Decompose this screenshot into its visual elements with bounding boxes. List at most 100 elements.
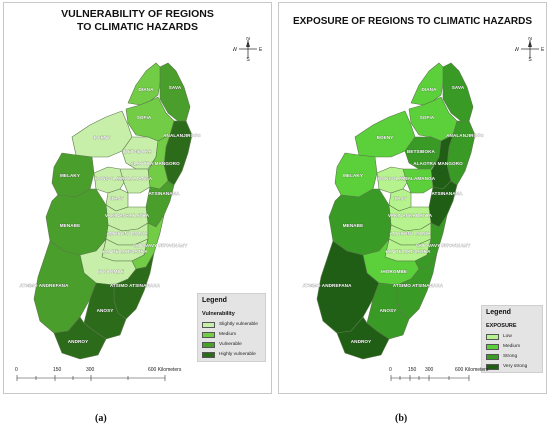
compass-s-label: S <box>528 57 532 61</box>
legend-item-label: Highly vulnerable <box>219 352 256 357</box>
region-label-androy: ANDROY <box>68 339 89 344</box>
compass-e-label: E <box>541 47 545 53</box>
legend-item-label: Medium <box>219 332 237 337</box>
scale-tick-label: 300 <box>86 367 95 373</box>
region-label-vatovavy-fitovinany: VATOVAVY FITOVINANY <box>133 243 188 248</box>
region-label-sofia: SOFIA <box>137 115 152 120</box>
region-label-vakinankaratra: VAKINANKARATRA <box>388 213 433 218</box>
region-label-atsinanana: ATSINANANA <box>148 191 180 196</box>
region-label-sava: SAVA <box>452 85 465 90</box>
region-label-alaotra-mangoro: ALAOTRA MANGORO <box>130 161 180 166</box>
region-atsimo-atsinanana <box>396 252 438 320</box>
legend-swatch <box>486 363 499 370</box>
region-label-analamanga: ANALAMANGA <box>118 176 153 181</box>
legend-swatch <box>486 353 499 360</box>
region-analamanga <box>119 168 151 194</box>
legend-subtitle: EXPOSURE <box>486 323 517 329</box>
legend-item-label: Medium <box>503 344 521 349</box>
legend-item: Medium <box>202 330 236 339</box>
legend-item: Vulnerable <box>202 340 242 349</box>
region-melaky <box>334 152 378 198</box>
scale-tick-label: 0 <box>15 367 18 373</box>
region-label-analanjirofo: ANALANJIROFO <box>446 133 484 138</box>
region-label-menabe: MENABE <box>343 223 364 228</box>
region-label-androy: ANDROY <box>351 339 372 344</box>
region-label-diana: DIANA <box>421 87 437 92</box>
legend-item-label: Strong <box>503 354 518 359</box>
legend-item: Slightly vulnerable <box>202 320 258 329</box>
caption-b: (b) <box>395 413 408 424</box>
region-label-amoron-i-mania: AMORON'I MANIA <box>106 231 148 236</box>
legend-swatch <box>202 341 215 348</box>
caption-a: (a) <box>95 413 107 424</box>
madagascar-map: DIANA SAVA SOFIA BOENY ANALANJIROFO BETSIBOKA… <box>19 62 201 360</box>
scale-bar: 0 150 300 600 Kilometers <box>389 367 489 387</box>
region-label-melaky: MELAKY <box>60 173 80 178</box>
legend-item-label: Low <box>503 334 512 339</box>
region-bongolava <box>376 166 410 194</box>
region-sava <box>442 62 474 122</box>
legend-swatch <box>202 351 215 358</box>
scale-tick-label: 150 <box>53 367 62 373</box>
legend-item: Very strong <box>486 362 527 371</box>
region-label-anosy: ANOSY <box>380 308 397 313</box>
legend-item-label: Very strong <box>503 364 528 369</box>
legend-item-label: Vulnerable <box>219 342 242 347</box>
legend-item-label: Slightly vulnerable <box>219 322 258 327</box>
scale-tick-label: 0 <box>389 367 392 373</box>
map-panel-exposure: EXPOSURE OF REGIONS TO CLIMATIC HAZARDS … <box>278 2 547 394</box>
region-androy <box>53 316 107 360</box>
map-panel-vulnerability: VULNERABILITY OF REGIONS TO CLIMATIC HAZ… <box>3 2 272 394</box>
madagascar-map: DIANA SAVA SOFIA BOENY ANALANJIROFO BETSIBOKA… <box>302 62 484 360</box>
region-label-atsinanana: ATSINANANA <box>431 191 463 196</box>
region-label-vatovavy-fitovinany: VATOVAVY FITOVINANY <box>416 243 471 248</box>
region-label-amoron-i-mania: AMORON'I MANIA <box>389 231 431 236</box>
region-label-betsiboka: BETSIBOKA <box>407 149 436 154</box>
region-label-haute-matsiatra: HAUTE MATSIATRA <box>386 249 432 254</box>
region-label-sava: SAVA <box>169 85 182 90</box>
region-bongolava <box>93 166 127 194</box>
legend-subtitle: Vulnerability <box>202 311 235 317</box>
region-label-ihorombe: IHOROMBE <box>381 269 407 274</box>
compass-n-label: N <box>246 37 250 42</box>
map-title: VULNERABILITY OF REGIONS TO CLIMATIC HAZ… <box>4 8 271 34</box>
map-title: EXPOSURE OF REGIONS TO CLIMATIC HAZARDS <box>279 15 546 28</box>
region-label-diana: DIANA <box>138 87 154 92</box>
scale-bar: 0 150 300 600 Kilometers <box>15 367 190 387</box>
legend-item: Highly vulnerable <box>202 350 256 359</box>
region-label-analamanga: ANALAMANGA <box>401 176 436 181</box>
compass-e-label: E <box>259 47 263 53</box>
north-arrow-compass: N S E W <box>514 36 545 63</box>
region-label-boeny: BOENY <box>377 135 394 140</box>
legend-item: Strong <box>486 352 517 361</box>
region-melaky <box>51 152 95 198</box>
region-label-atsimo-andrefana: ATSIMO ANDREFANA <box>19 283 69 288</box>
legend-box: Legend EXPOSURE Low Medium Strong Very s… <box>481 305 543 373</box>
north-arrow-compass: N S E W <box>232 36 263 63</box>
map-title-line-2: TO CLIMATIC HAZARDS <box>77 21 198 33</box>
region-label-analanjirofo: ANALANJIROFO <box>163 133 201 138</box>
region-label-atsimo-atsinanana: ATSIMO ATSINANANA <box>110 283 161 288</box>
legend-box: Legend Vulnerability Slightly vulnerable… <box>197 293 266 362</box>
scale-tick-label: 150 <box>408 367 417 373</box>
compass-w-label: W <box>233 47 237 53</box>
region-androy <box>336 316 390 360</box>
legend-item: Medium <box>486 342 520 351</box>
region-label-boeny: BOENY <box>94 135 111 140</box>
scale-tick-label: 600 Kilometers <box>455 367 489 373</box>
region-label-bongolava: BONGOLAVA <box>378 176 409 181</box>
region-label-menabe: MENABE <box>60 223 81 228</box>
legend-swatch <box>486 343 499 350</box>
legend-item: Low <box>486 332 512 341</box>
map-title-line-1: VULNERABILITY OF REGIONS <box>61 8 214 20</box>
legend-title: Legend <box>202 297 227 304</box>
region-atsimo-atsinanana <box>113 252 155 320</box>
region-label-alaotra-mangoro: ALAOTRA MANGORO <box>413 161 463 166</box>
map-title-line-1: EXPOSURE OF REGIONS TO CLIMATIC HAZARDS <box>292 16 533 27</box>
legend-swatch <box>486 333 499 340</box>
scale-tick-label: 300 <box>425 367 434 373</box>
region-label-anosy: ANOSY <box>97 308 114 313</box>
region-label-betsiboka: BETSIBOKA <box>124 149 153 154</box>
region-label-bongolava: BONGOLAVA <box>95 176 126 181</box>
region-label-ihorombe: IHOROMBE <box>98 269 124 274</box>
